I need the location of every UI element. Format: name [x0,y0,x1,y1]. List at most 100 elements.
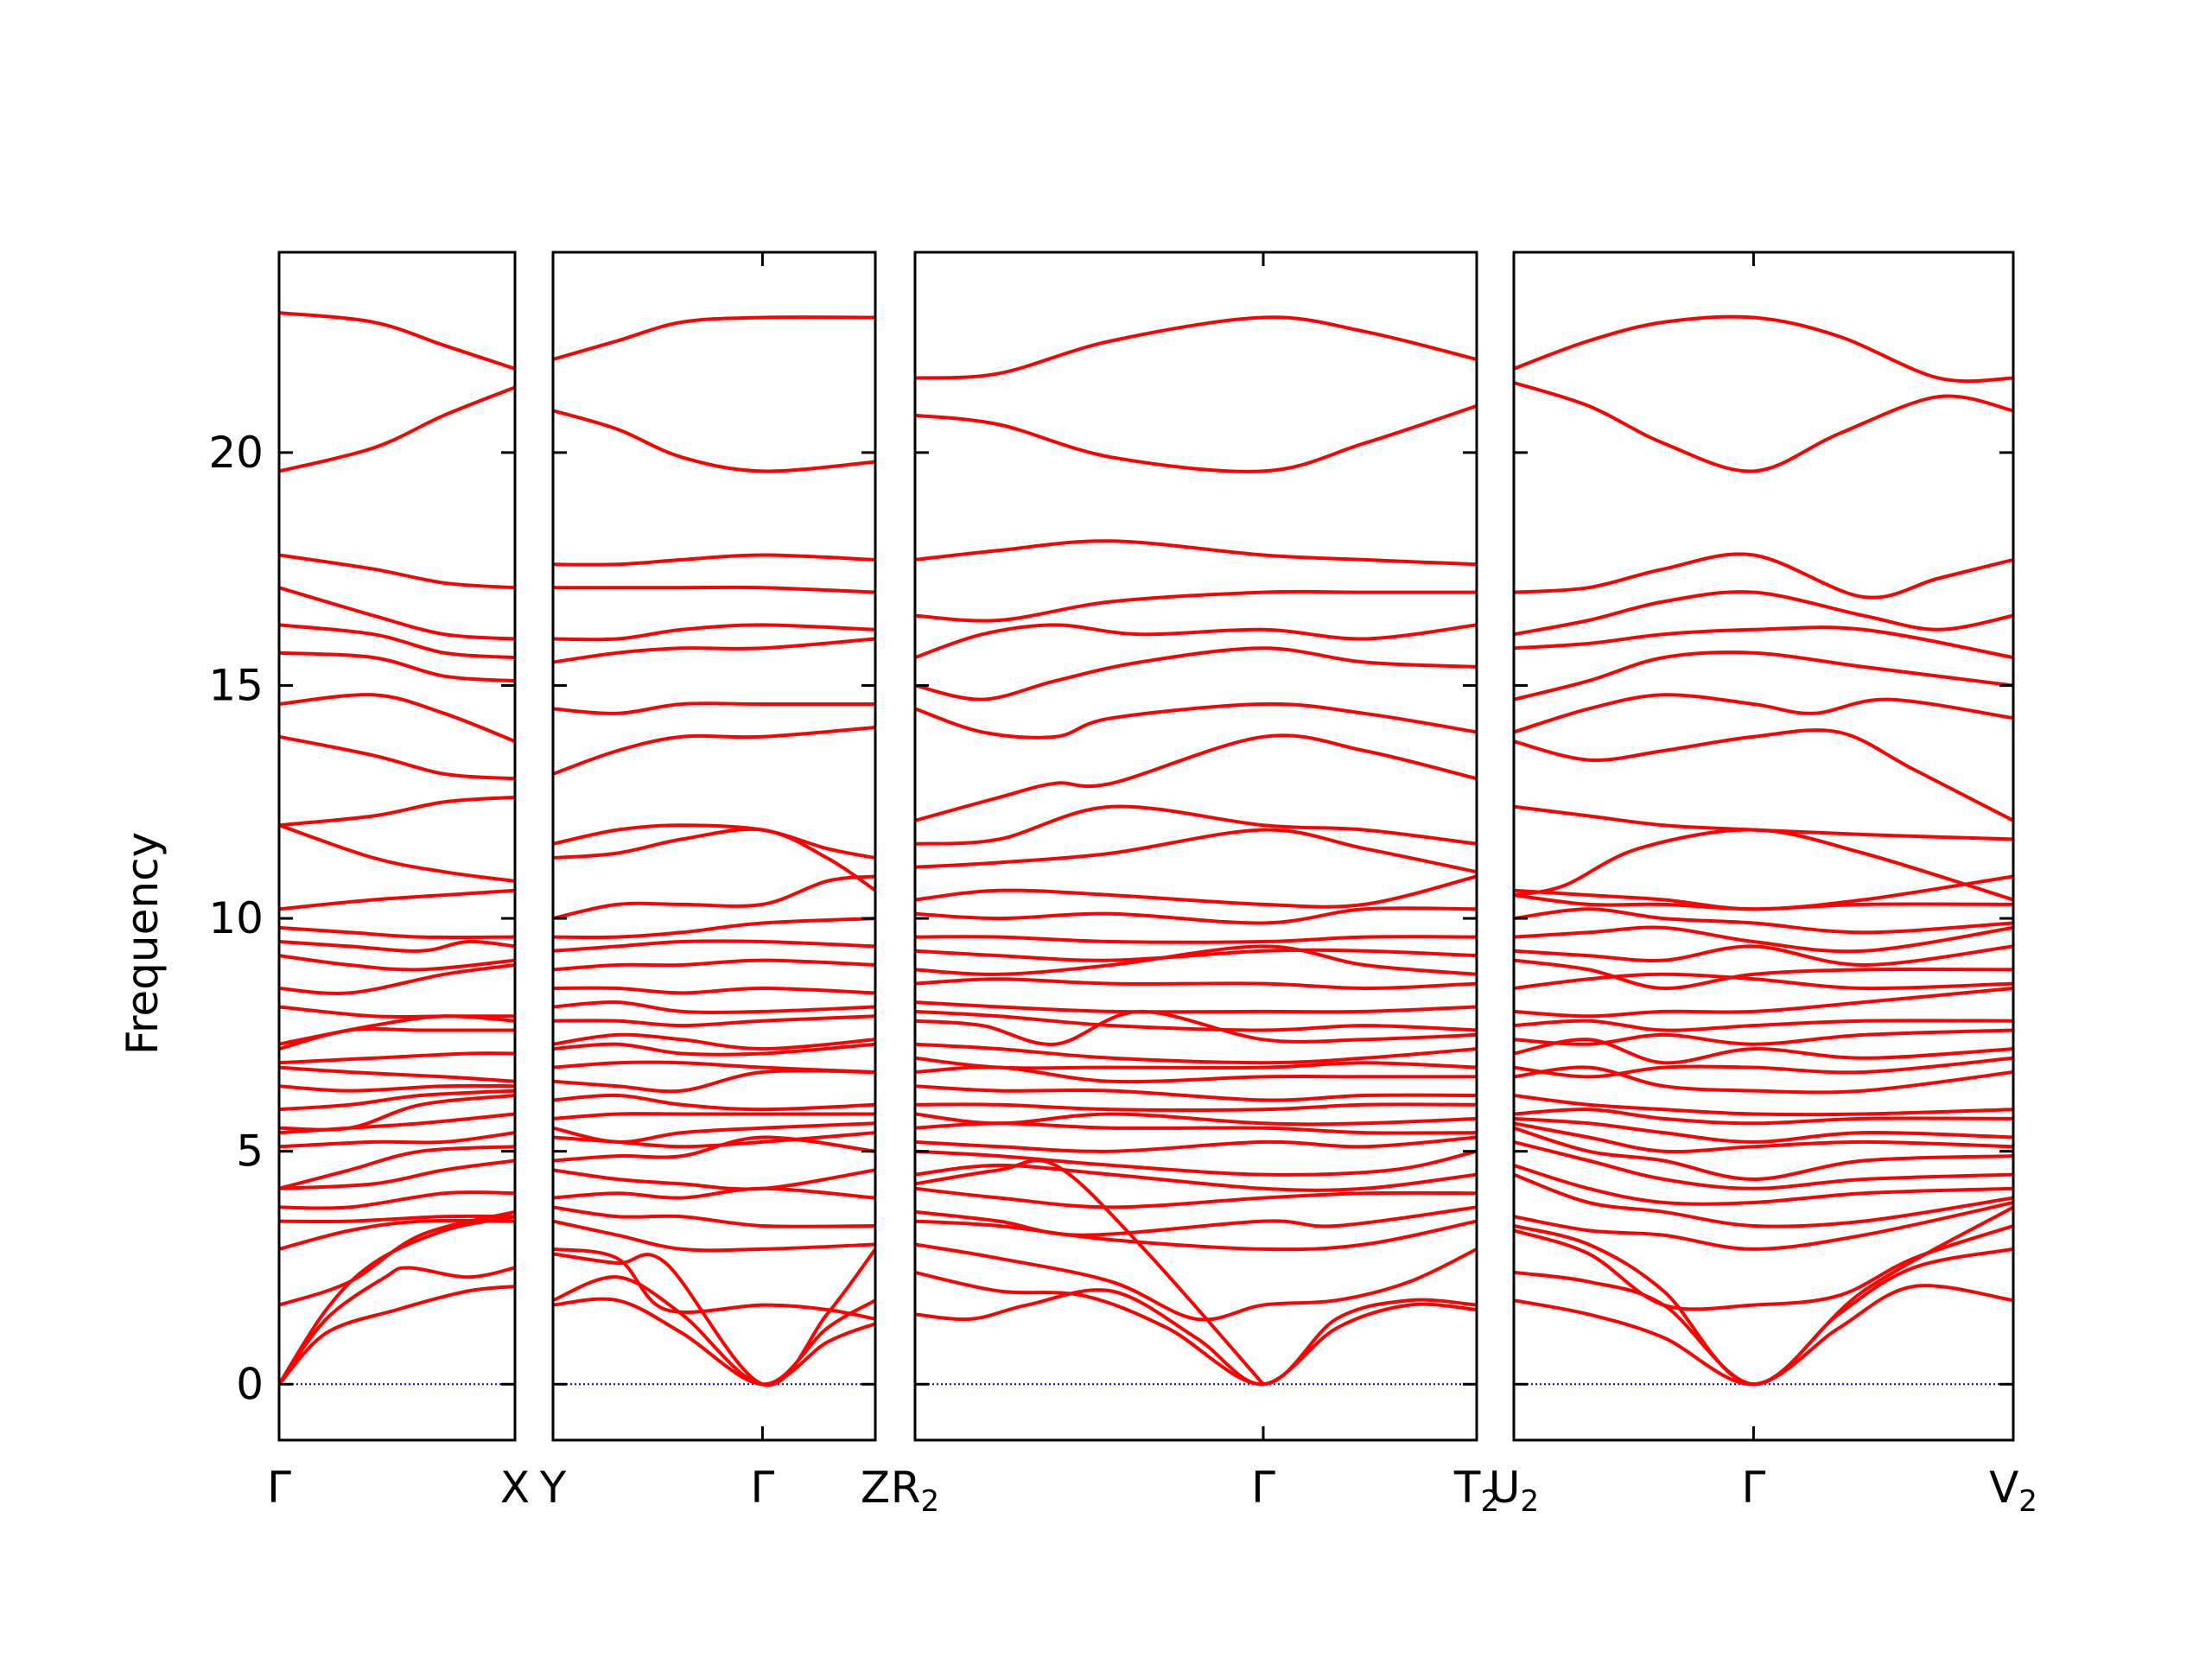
panel-0-band-25 [279,795,515,828]
panel-3-kpoint-label-2: V2 [1989,1463,2037,1519]
panel-0-band-5 [279,1214,515,1223]
panel-3-band-9 [1514,1121,2013,1154]
panel-3-band-28 [1514,728,2013,822]
panel-3-band-35 [1514,314,2013,384]
panel-frames-layer [277,251,2015,1442]
panel-2-band-24 [915,906,1477,925]
panel-0-band-23 [279,888,515,911]
ticks-layer [279,252,2013,1440]
panel-3-band-22 [1514,925,2013,954]
panel-3-band-31 [1514,625,2013,660]
panel-2-band-30 [915,646,1477,701]
panel-3-band-4 [1514,1201,2013,1251]
panel-1-band-1 [553,1275,875,1387]
panel-0-band-29 [279,623,515,660]
panel-3-band-33 [1514,552,2013,600]
panel-2-band-33 [915,539,1477,567]
panel-2-band-12 [915,1102,1477,1112]
panel-2-kpoint-subscript-0: 2 [921,1484,940,1519]
panel-3-band-16 [1514,1028,2013,1046]
panel-3-band-32 [1514,590,2013,637]
panel-2-band-19 [915,1000,1477,1014]
panel-0-band-21 [279,939,515,953]
panel-1-band-13 [553,1069,875,1094]
y-tick-label-0: 0 [236,1359,264,1409]
panel-2-band-15 [915,1056,1477,1070]
panel-1-kpoint-label-1: Γ [751,1463,775,1513]
panel-1-frame [551,251,877,1442]
panel-2-band-5 [915,1158,1265,1387]
panel-1-band-29 [553,623,875,642]
panel-1-band-30 [553,585,875,594]
panel-3-band-29 [1514,693,2013,734]
panel-2-band-4 [915,1205,1477,1237]
panel-3-band-6 [1514,1163,2013,1206]
panel-0-band-1 [279,1266,515,1387]
panel-2-band-26 [915,828,1477,874]
panel-2-band-23 [915,935,1477,944]
panel-2-band-6 [915,1186,1477,1209]
panel-1-bands [553,315,875,1387]
panel-0-bands [279,311,515,1387]
panel-3-band-17 [1514,1019,2013,1032]
panel-0-band-32 [279,385,515,473]
panel-2-band-1 [915,1270,1477,1387]
panel-3-band-5 [1514,1172,2013,1228]
panel-3-band-14 [1514,1056,2013,1079]
panel-0-band-18 [279,1005,515,1019]
panel-2-band-16 [915,1042,1477,1065]
panel-1-band-22 [553,917,875,939]
panel-1-band-21 [553,939,875,953]
panel-1-band-15 [553,1042,875,1057]
panel-0-band-20 [279,954,515,972]
band-lines-layer [279,311,2013,1387]
panel-1-band-33 [553,315,875,361]
panel-3-band-11 [1514,1108,2013,1126]
panel-3-band-23 [1514,907,2013,935]
panel-0-band-11 [279,1094,515,1132]
panel-3-band-34 [1514,381,2013,473]
panel-0-band-31 [279,553,515,590]
panel-3-band-19 [1514,972,2013,991]
y-axis-title: Frequency [118,832,168,1055]
panel-0-band-19 [279,963,515,995]
panel-0-band-7 [279,1158,515,1190]
panel-0-band-9 [279,1131,515,1149]
panel-1-band-14 [553,1060,875,1074]
panel-0-band-6 [279,1190,515,1210]
panel-3-kpoint-label-0: U2 [1489,1463,1539,1519]
panel-3-band-8 [1514,1126,2013,1181]
panel-1-band-4 [553,1219,875,1253]
panel-2-band-21 [915,944,1477,976]
panel-2-kpoint-label-1: Γ [1251,1463,1275,1513]
panel-1-band-16 [553,1032,875,1051]
panel-3-band-0 [1514,1284,2013,1387]
panel-2-band-2 [915,1242,1477,1322]
panel-3-band-24 [1514,893,2013,911]
panel-0-band-0 [279,1285,515,1387]
panel-3-band-12 [1514,1094,2013,1117]
panel-3-band-7 [1514,1139,2013,1190]
panel-2-band-31 [915,623,1477,660]
panel-0-band-15 [279,1051,515,1065]
panel-2-band-8 [915,1149,1477,1177]
panel-2-band-35 [915,315,1477,380]
panel-2-bands [915,315,1477,1387]
panel-2-kpoint-label-0: R2 [891,1463,939,1519]
y-tick-label-1: 5 [236,1127,264,1177]
panel-1-band-32 [553,409,875,473]
panel-3-band-20 [1514,958,2013,991]
panel-1-band-8 [553,1135,875,1163]
panel-2-band-20 [915,977,1477,990]
panel-1-band-20 [553,958,875,972]
panel-2-band-32 [915,589,1477,623]
panel-3-band-21 [1514,944,2013,967]
panel-3-kpoint-subscript-0: 2 [1520,1484,1539,1519]
panel-3-band-25 [1514,874,2013,911]
panel-0-band-28 [279,651,515,683]
panel-0-band-12 [279,1089,515,1112]
panel-1-band-2 [553,1247,875,1387]
